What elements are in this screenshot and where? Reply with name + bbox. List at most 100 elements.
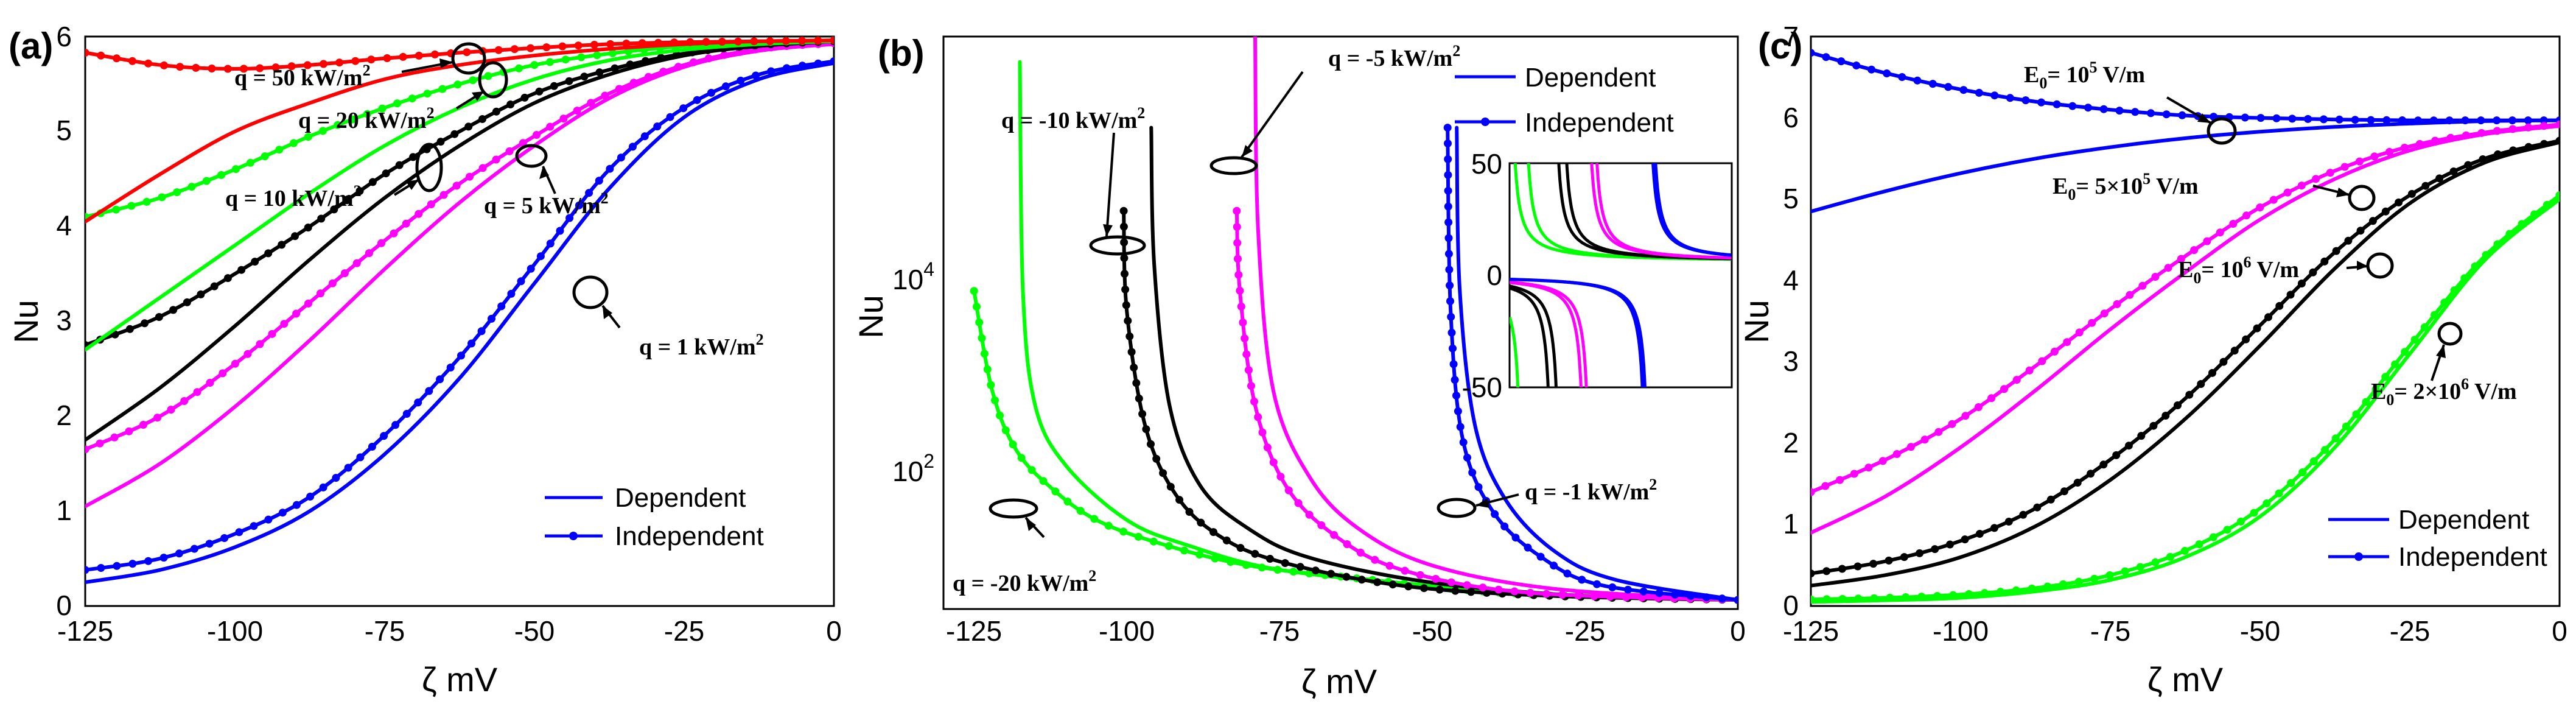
series-marker (577, 53, 586, 62)
series-marker (2185, 390, 2194, 399)
series-marker (378, 104, 387, 113)
series-marker (193, 388, 201, 396)
series-marker (2084, 104, 2092, 112)
panel-a: (a) 0 1 2 3 4 5 6 -125 -100 -75 -50 -25 … (7, 21, 842, 699)
series-marker (1608, 583, 1617, 591)
series-marker (1119, 222, 1128, 231)
series-marker (2344, 236, 2353, 245)
series-marker (1120, 238, 1129, 247)
series-marker (720, 51, 729, 59)
series-marker (1734, 596, 1738, 604)
series-marker (638, 39, 646, 48)
series-marker (97, 564, 105, 572)
series-marker (1443, 124, 1452, 132)
ann-e3-pre: E (2178, 257, 2193, 283)
series-marker (2043, 582, 2052, 591)
series-marker (348, 115, 357, 124)
series-marker (689, 58, 698, 66)
series-marker (2543, 200, 2551, 209)
inset-series-7-0 (1510, 278, 1644, 387)
svg-text:q = 20 kW/m2: q = 20 kW/m2 (298, 104, 435, 133)
series-marker (1452, 392, 1460, 400)
series-marker (1164, 542, 1173, 551)
series-marker (2147, 109, 2155, 118)
series-marker (2524, 143, 2533, 151)
panel-a-ytick: 3 (56, 305, 72, 336)
ann-qm10-text: q = -10 kW/m (1001, 108, 1137, 133)
series-line-6 (1811, 197, 2560, 604)
svg-text:q = 1 kW/m2: q = 1 kW/m2 (639, 331, 764, 360)
series-marker (1444, 139, 1452, 147)
series-marker (1009, 440, 1017, 449)
series-marker (344, 463, 352, 472)
series-marker (1289, 568, 1298, 576)
legend-a-independent: Independent (615, 521, 764, 551)
series-line-5 (1234, 209, 1738, 602)
series-marker (438, 85, 447, 93)
panel-a-ytick: 1 (56, 495, 72, 526)
series-line-4 (1811, 140, 2560, 588)
series-line-6 (1455, 125, 1738, 602)
series-marker (2445, 116, 2454, 125)
series-marker (2460, 274, 2469, 283)
panel-c-ytick: 5 (1783, 183, 1799, 214)
series-marker (1822, 567, 1831, 576)
inset-ytick: 0 (1486, 259, 1502, 291)
series-marker (1122, 301, 1130, 309)
series-marker (2113, 300, 2121, 308)
series-marker (402, 410, 411, 418)
series-marker (559, 114, 568, 123)
series-marker (2264, 313, 2272, 322)
series-marker (1185, 508, 1194, 516)
series-marker (1233, 206, 1241, 215)
series-marker (2050, 347, 2059, 356)
panel-a-xtick: -100 (207, 615, 263, 647)
series-marker (113, 54, 121, 63)
series-line-4 (1253, 37, 1738, 602)
series-marker (565, 214, 574, 222)
series-marker (1959, 86, 1968, 94)
series-marker (2229, 220, 2238, 228)
panel-a-annotations: q = 50 kW/m2 q = 20 kW/m2 q = 10 kW/m2 q… (225, 42, 764, 360)
inset-ytick: 50 (1471, 148, 1502, 180)
series-marker (2087, 470, 2095, 478)
series-marker (1273, 566, 1282, 574)
series-marker (2236, 517, 2245, 526)
series-marker (2479, 155, 2487, 163)
series-marker (112, 205, 121, 214)
series-marker (380, 432, 388, 440)
series-marker (2508, 125, 2517, 133)
series-marker (2006, 94, 2014, 102)
series-marker (2482, 251, 2490, 259)
series-marker (303, 61, 312, 69)
panel-a-ytick: 5 (56, 114, 72, 146)
series-marker (737, 76, 745, 85)
series-marker (734, 37, 743, 46)
series-marker (973, 303, 981, 311)
series-marker (1853, 562, 1862, 571)
inset-plot-area (1510, 163, 1732, 387)
series-marker (463, 48, 471, 57)
series-marker (2309, 457, 2318, 465)
series-marker (1965, 590, 1973, 598)
series-marker (2326, 169, 2334, 177)
svg-text:E0= 5×105 V/m: E0= 5×105 V/m (2053, 170, 2199, 203)
series-marker (478, 164, 487, 172)
panel-a-label: (a) (9, 26, 53, 66)
series-marker (488, 314, 495, 323)
ann-e1-pre: E (2024, 62, 2039, 88)
inset-series-0-0 (1510, 316, 1520, 387)
series-marker (527, 264, 535, 273)
series-marker (208, 65, 216, 72)
series-marker (367, 55, 376, 64)
ann-qm20-text: q = -20 kW/m (953, 571, 1088, 596)
series-marker (261, 152, 269, 161)
series-marker (2464, 161, 2473, 169)
series-marker (1147, 440, 1155, 448)
series-marker (2219, 358, 2228, 366)
series-marker (533, 131, 541, 139)
series-marker (2263, 499, 2271, 507)
series-marker (1404, 582, 1413, 591)
series-marker (1371, 555, 1379, 564)
series-marker (2420, 323, 2429, 331)
